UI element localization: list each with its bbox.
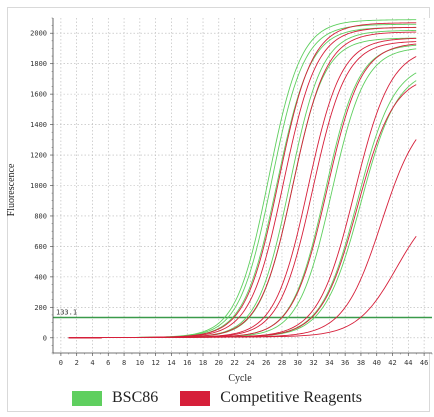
grid-layer — [53, 18, 432, 353]
x-tick-label: 28 — [278, 359, 286, 367]
series-line-competitive-18[interactable] — [68, 235, 417, 339]
x-tick-label: 14 — [167, 359, 175, 367]
x-tick-label: 2 — [75, 359, 79, 367]
x-tick-label: 40 — [373, 359, 381, 367]
x-tick-label: 24 — [246, 359, 254, 367]
y-tick-label: 0 — [43, 334, 47, 342]
x-tick-label: 42 — [388, 359, 396, 367]
x-tick-label: 0 — [59, 359, 63, 367]
x-tick-label: 36 — [341, 359, 349, 367]
x-tick-label: 4 — [90, 359, 94, 367]
y-tick-label: 1000 — [30, 182, 47, 190]
legend-item-competitive-reagents[interactable]: Competitive Reagents — [180, 389, 362, 407]
threshold-label: 133.1 — [56, 309, 77, 317]
x-tick-label: 18 — [199, 359, 207, 367]
x-tick-label: 44 — [404, 359, 412, 367]
x-tick-label: 30 — [294, 359, 302, 367]
x-tick-label: 6 — [106, 359, 110, 367]
y-tick-label: 1200 — [30, 152, 47, 160]
legend-swatch-bsc86 — [72, 390, 102, 406]
x-tick-label: 46 — [420, 359, 428, 367]
x-tick-label: 32 — [309, 359, 317, 367]
y-tick-label: 1800 — [30, 60, 47, 68]
axis-layer: 0 2 4 6 8 10 12 14 16 18 20 22 24 26 28 30 32 34 36 38 40 42 4… — [30, 17, 433, 367]
legend: BSC86 Competitive Reagents — [0, 384, 434, 412]
x-tick-label: 38 — [357, 359, 365, 367]
y-tick-label: 2000 — [30, 30, 47, 38]
y-axis-title: Fluorescence — [6, 163, 17, 216]
series-layer — [68, 19, 417, 339]
x-tick-label: 22 — [230, 359, 238, 367]
legend-item-bsc86[interactable]: BSC86 — [72, 389, 158, 407]
threshold-layer: 133.1 — [53, 309, 432, 319]
x-axis-title: Cycle — [228, 373, 252, 384]
x-tick-label: 26 — [262, 359, 270, 367]
amplification-plot: 133.1 0 2 4 6 8 10 12 14 16 18 20 22 24 26 28 30 32 34 36 3… — [6, 17, 433, 384]
x-tick-label: 20 — [215, 359, 223, 367]
y-tick-label: 1600 — [30, 91, 47, 99]
legend-label-competitive-reagents: Competitive Reagents — [220, 389, 362, 406]
x-tick-label: 12 — [151, 359, 159, 367]
y-tick-label: 400 — [34, 273, 47, 281]
y-tick-label: 1400 — [30, 121, 47, 129]
x-tick-label: 10 — [136, 359, 144, 367]
x-tick-label: 16 — [183, 359, 191, 367]
y-tick-label: 600 — [34, 243, 47, 251]
y-tick-label: 200 — [34, 304, 47, 312]
x-tick-label: 8 — [122, 359, 126, 367]
y-tick-label: 800 — [34, 212, 47, 220]
legend-label-bsc86: BSC86 — [112, 389, 159, 406]
legend-swatch-competitive-reagents — [180, 390, 211, 406]
x-tick-label: 34 — [325, 359, 333, 367]
